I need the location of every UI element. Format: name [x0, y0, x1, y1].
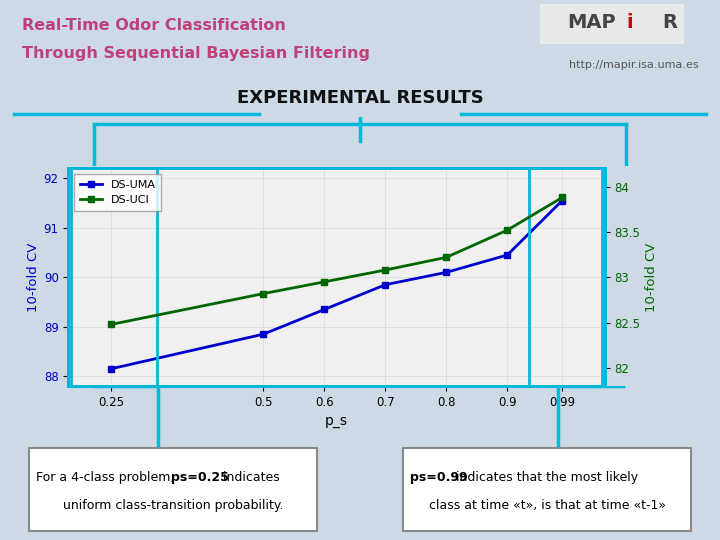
Text: ps=0.99: ps=0.99 — [410, 471, 468, 484]
Text: class at time «t», is that at time «t-1»: class at time «t», is that at time «t-1» — [428, 500, 666, 512]
Line: DS-UMA: DS-UMA — [108, 198, 565, 372]
Text: EXPERIMENTAL RESULTS: EXPERIMENTAL RESULTS — [237, 89, 483, 107]
Text: Through Sequential Bayesian Filtering: Through Sequential Bayesian Filtering — [22, 46, 369, 62]
Text: R: R — [662, 13, 678, 32]
X-axis label: p_s: p_s — [325, 414, 348, 428]
Y-axis label: 10-fold CV: 10-fold CV — [644, 242, 657, 312]
Legend: DS-UMA, DS-UCI: DS-UMA, DS-UCI — [74, 174, 161, 211]
Text: Real-Time Odor Classification: Real-Time Odor Classification — [22, 18, 285, 32]
DS-UMA — [442, 269, 451, 275]
Text: indicates: indicates — [219, 471, 279, 484]
DS-UMA — [259, 331, 268, 338]
Text: MAP: MAP — [567, 13, 616, 32]
Text: indicates that the most likely: indicates that the most likely — [452, 471, 639, 484]
DS-UMA — [381, 281, 390, 288]
Text: i: i — [626, 13, 634, 32]
DS-UMA — [320, 306, 329, 313]
DS-UMA — [107, 366, 115, 372]
DS-UCI — [503, 227, 512, 233]
Y-axis label: 10-fold CV: 10-fold CV — [27, 242, 40, 312]
DS-UMA — [503, 252, 512, 258]
Text: uniform class-transition probability.: uniform class-transition probability. — [63, 500, 283, 512]
DS-UCI — [107, 321, 115, 328]
DS-UCI — [558, 194, 567, 201]
Bar — [528, 168, 602, 386]
Line: DS-UCI: DS-UCI — [108, 194, 565, 328]
DS-UCI — [320, 279, 329, 285]
DS-UCI — [259, 291, 268, 297]
DS-UCI — [381, 267, 390, 273]
Text: ps=0.25: ps=0.25 — [171, 471, 228, 484]
Text: http://mapir.isa.uma.es: http://mapir.isa.uma.es — [569, 60, 698, 70]
DS-UCI — [442, 254, 451, 261]
Bar — [71, 168, 157, 386]
FancyBboxPatch shape — [540, 4, 684, 44]
DS-UMA — [558, 198, 567, 204]
Text: For a 4-class problem,: For a 4-class problem, — [36, 471, 179, 484]
